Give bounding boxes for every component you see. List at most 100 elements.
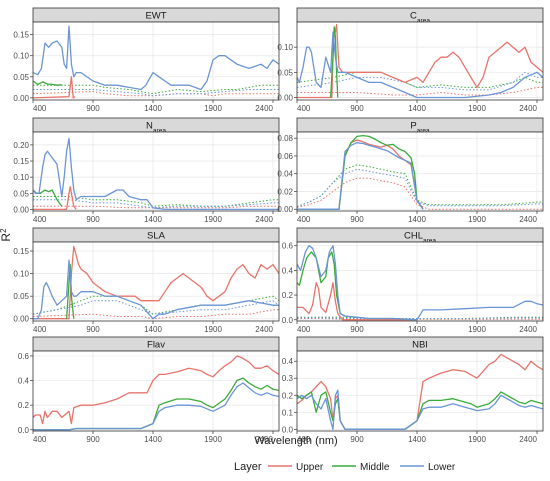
x-tick-label: 900: [86, 215, 100, 224]
series-line-upper-dashed: [33, 91, 279, 97]
panel-border: [296, 350, 544, 432]
strip-title-sub: area: [417, 127, 430, 134]
x-tick-label: 900: [350, 104, 364, 113]
series-group: [33, 137, 279, 211]
panel-flav: Flav 0.0 0.2 0.4 0.6 400 900 1400 1900 2400: [18, 336, 280, 444]
series-line-lower: [297, 245, 543, 321]
plot-area-parea: [297, 132, 543, 211]
panel-border: [32, 21, 280, 101]
y-tick-label: 0.6: [282, 242, 294, 251]
panel-narea: Narea 0.00 0.05 0.10 0.15 0.20 400 900 1400 1900 2…: [13, 117, 280, 224]
strip-title-flav: Flav: [147, 340, 165, 351]
x-tick-label: 900: [350, 435, 364, 444]
series-line-upper: [297, 282, 417, 321]
y-tick-label: 0.00: [13, 315, 29, 324]
series-line-upper: [33, 355, 279, 425]
x-tick-label: 400: [33, 435, 47, 444]
panel-border: [32, 350, 280, 432]
panel-parea: Parea 0.00 0.02 0.04 0.06 0.08 400 900 1400 1900 2…: [277, 117, 544, 224]
x-tick-label: 400: [33, 104, 47, 113]
x-tick-label: 1400: [408, 435, 426, 444]
series-line-upper-dashed: [297, 177, 543, 210]
series-line-middle-dashed: [297, 316, 543, 319]
series-line-lower-dashed: [33, 300, 279, 315]
series-line-middle: [65, 263, 75, 319]
series-line-lower: [297, 31, 543, 99]
x-tick-label: 1400: [144, 435, 162, 444]
x-tick-label: 1400: [408, 325, 426, 334]
series-line-upper-dashed: [33, 205, 279, 209]
legend-label-middle: Middle: [360, 462, 390, 473]
series-line-upper: [33, 245, 279, 320]
x-tick-label: 2400: [255, 435, 273, 444]
x-tick-label: 2400: [519, 104, 537, 113]
strip-title-main: SLA: [147, 231, 166, 242]
y-tick-label: 0.2: [282, 391, 294, 400]
series-line-lower: [33, 25, 279, 91]
x-tick-label: 2400: [255, 104, 273, 113]
x-tick-label: 1900: [468, 104, 486, 113]
x-tick-label: 400: [33, 325, 47, 334]
panel-sla: SLA 0.00 0.05 0.10 0.15 400 900 1400 1900 2400: [13, 227, 280, 334]
plot-area-sla: [33, 242, 279, 321]
series-line-upper: [297, 23, 543, 99]
series-line-middle: [329, 26, 339, 98]
y-tick-label: 0.05: [13, 73, 29, 82]
x-tick-label: 400: [297, 215, 311, 224]
y-tick-label: 0.02: [277, 187, 293, 196]
series-line-upper: [33, 186, 77, 211]
strip-title-chlarea: CHLarea: [404, 231, 436, 245]
y-tick-label: 0.05: [277, 68, 293, 77]
y-tick-label: 0.4: [282, 266, 294, 275]
strip-title-sub: area: [423, 237, 436, 244]
series-line-lower: [297, 142, 424, 210]
x-tick-label: 900: [86, 325, 100, 334]
x-tick-label: 900: [350, 325, 364, 334]
x-tick-label: 900: [350, 215, 364, 224]
strip-title-ewt: EWT: [145, 11, 166, 22]
series-line-upper: [33, 76, 76, 99]
x-tick-label: 2400: [255, 215, 273, 224]
legend-label-lower: Lower: [428, 462, 456, 473]
panel-border: [32, 241, 280, 322]
series-line-lower-dashed: [33, 89, 279, 97]
x-axis-title: Wavelength (nm): [254, 435, 337, 447]
panel-ewt: EWT 0.00 0.05 0.10 0.15 400 900 1400 1900 2400: [13, 7, 280, 113]
series-line-middle: [297, 391, 543, 430]
x-tick-label: 1400: [408, 104, 426, 113]
y-tick-label: 0.04: [277, 170, 293, 179]
x-tick-label: 400: [33, 215, 47, 224]
x-tick-label: 1400: [144, 104, 162, 113]
y-tick-label: 0.00: [13, 205, 29, 214]
y-tick-label: 0.15: [13, 247, 29, 256]
y-tick-label: 0.0: [282, 316, 294, 325]
strip-title-carea: Carea: [410, 11, 430, 25]
series-line-lower: [33, 382, 279, 431]
strip-title-main: Flav: [147, 340, 165, 351]
panels-group: EWT 0.00 0.05 0.10 0.15 400 900 1400 1900 2400 Car…: [13, 7, 544, 444]
x-tick-label: 2400: [519, 215, 537, 224]
series-line-middle-dashed: [33, 196, 279, 207]
strip-title-main: CHL: [404, 231, 423, 242]
x-tick-label: 1400: [408, 215, 426, 224]
panel-border: [32, 131, 280, 212]
strip-title-sla: SLA: [147, 231, 166, 242]
series-line-lower: [297, 389, 543, 430]
x-tick-label: 1400: [144, 215, 162, 224]
y-tick-label: 0.0: [18, 426, 30, 435]
panel-carea: Carea 0.00 0.05 0.10 400 900 1400 1900 2400: [277, 7, 544, 113]
series-line-upper-dashed: [297, 318, 543, 320]
y-tick-label: 0.15: [13, 157, 29, 166]
y-tick-label: 0.4: [18, 377, 30, 386]
y-tick-label: 0.1: [282, 408, 294, 417]
strip-title-main: C: [410, 11, 417, 22]
series-line-upper-dashed: [33, 309, 279, 320]
y-tick-label: 0.3: [282, 374, 294, 383]
x-tick-label: 1900: [204, 104, 222, 113]
y-tick-label: 0.10: [13, 173, 29, 182]
legend: Layer Upper Middle Lower: [234, 461, 456, 473]
y-tick-label: 0.00: [277, 93, 293, 102]
series-group: [297, 353, 543, 430]
x-tick-label: 2400: [519, 435, 537, 444]
